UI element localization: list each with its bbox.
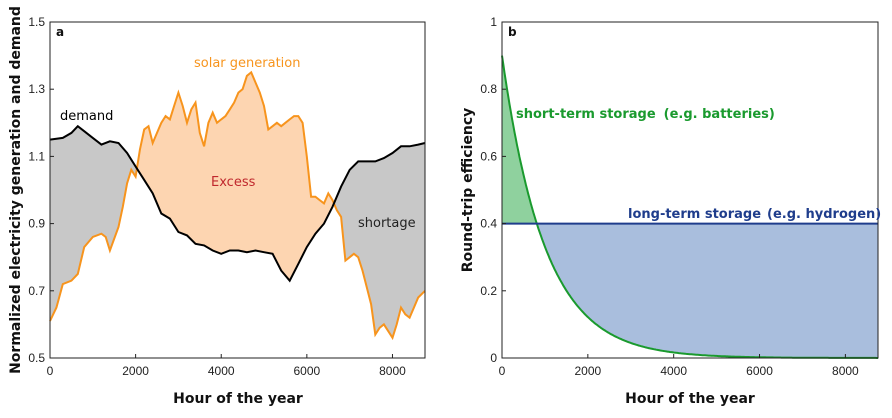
y-tick-label-a: 0.5 — [28, 351, 45, 365]
y-axis-label-a: Normalized electricity generation and de… — [8, 6, 24, 374]
solar-generation-line — [49, 70, 426, 341]
x-tick-label-a: 8000 — [379, 364, 406, 378]
y-axis-label-b: Round-trip efficiency — [460, 108, 476, 273]
y-tick-label-a: 0.7 — [28, 284, 45, 298]
y-tick-label-b: 0.8 — [480, 82, 497, 96]
x-tick-label-a: 4000 — [208, 364, 235, 378]
excess-area — [50, 72, 425, 281]
y-tick-label-a: 1.3 — [28, 82, 45, 96]
x-tick-label-b: 6000 — [746, 364, 773, 378]
axis-ticks-b: 0 2000 4000 6000 8000 0 0.2 0.4 0.6 0.8 1 — [480, 15, 859, 378]
panel-label-a: a — [56, 25, 64, 39]
long-term-area — [502, 223, 878, 358]
demand-line — [49, 124, 426, 283]
x-tick-label-a: 2000 — [122, 364, 149, 378]
shortage-area — [50, 126, 425, 338]
axis-ticks-a: 0 2000 4000 6000 8000 0.5 0.7 0.9 1.1 1.3 1.5 — [28, 15, 406, 378]
shortage-annotation: shortage — [358, 216, 416, 231]
y-tick-label-b: 1 — [490, 15, 497, 29]
y-tick-label-a: 1.5 — [28, 15, 45, 29]
plot-frame-b — [501, 21, 879, 359]
y-tick-label-a: 0.9 — [28, 217, 45, 231]
y-tick-label-b: 0.6 — [480, 149, 497, 163]
short-term-annotation: short-term storage (e.g. batteries) — [516, 107, 775, 122]
x-tick-label-b: 0 — [499, 364, 506, 378]
chart-b: 0 2000 4000 6000 8000 0 0.2 0.4 0.6 0.8 1 b short-… — [460, 15, 881, 407]
x-tick-label-b: 2000 — [574, 364, 601, 378]
demand-annotation: demand — [60, 109, 113, 124]
y-tick-label-a: 1.1 — [28, 149, 45, 163]
x-tick-label-a: 0 — [47, 364, 54, 378]
x-axis-label-b: Hour of the year — [625, 391, 755, 407]
long-term-annotation: long-term storage (e.g. hydrogen) — [628, 207, 881, 222]
panel-label-b: b — [508, 25, 517, 39]
y-tick-label-b: 0 — [490, 351, 497, 365]
excess-annotation: Excess — [211, 175, 256, 190]
x-tick-label-b: 8000 — [832, 364, 859, 378]
y-tick-label-b: 0.2 — [480, 284, 497, 298]
y-tick-label-b: 0.4 — [480, 217, 497, 231]
x-tick-label-b: 4000 — [660, 364, 687, 378]
chart-a: 0 2000 4000 6000 8000 0.5 0.7 0.9 1.1 1.3 1.5 a de… — [8, 6, 426, 407]
solar-annotation: solar generation — [194, 56, 300, 71]
plot-frame-a — [49, 21, 426, 359]
short-term-area — [502, 55, 537, 224]
x-axis-label-a: Hour of the year — [173, 391, 303, 407]
x-tick-label-a: 6000 — [293, 364, 320, 378]
